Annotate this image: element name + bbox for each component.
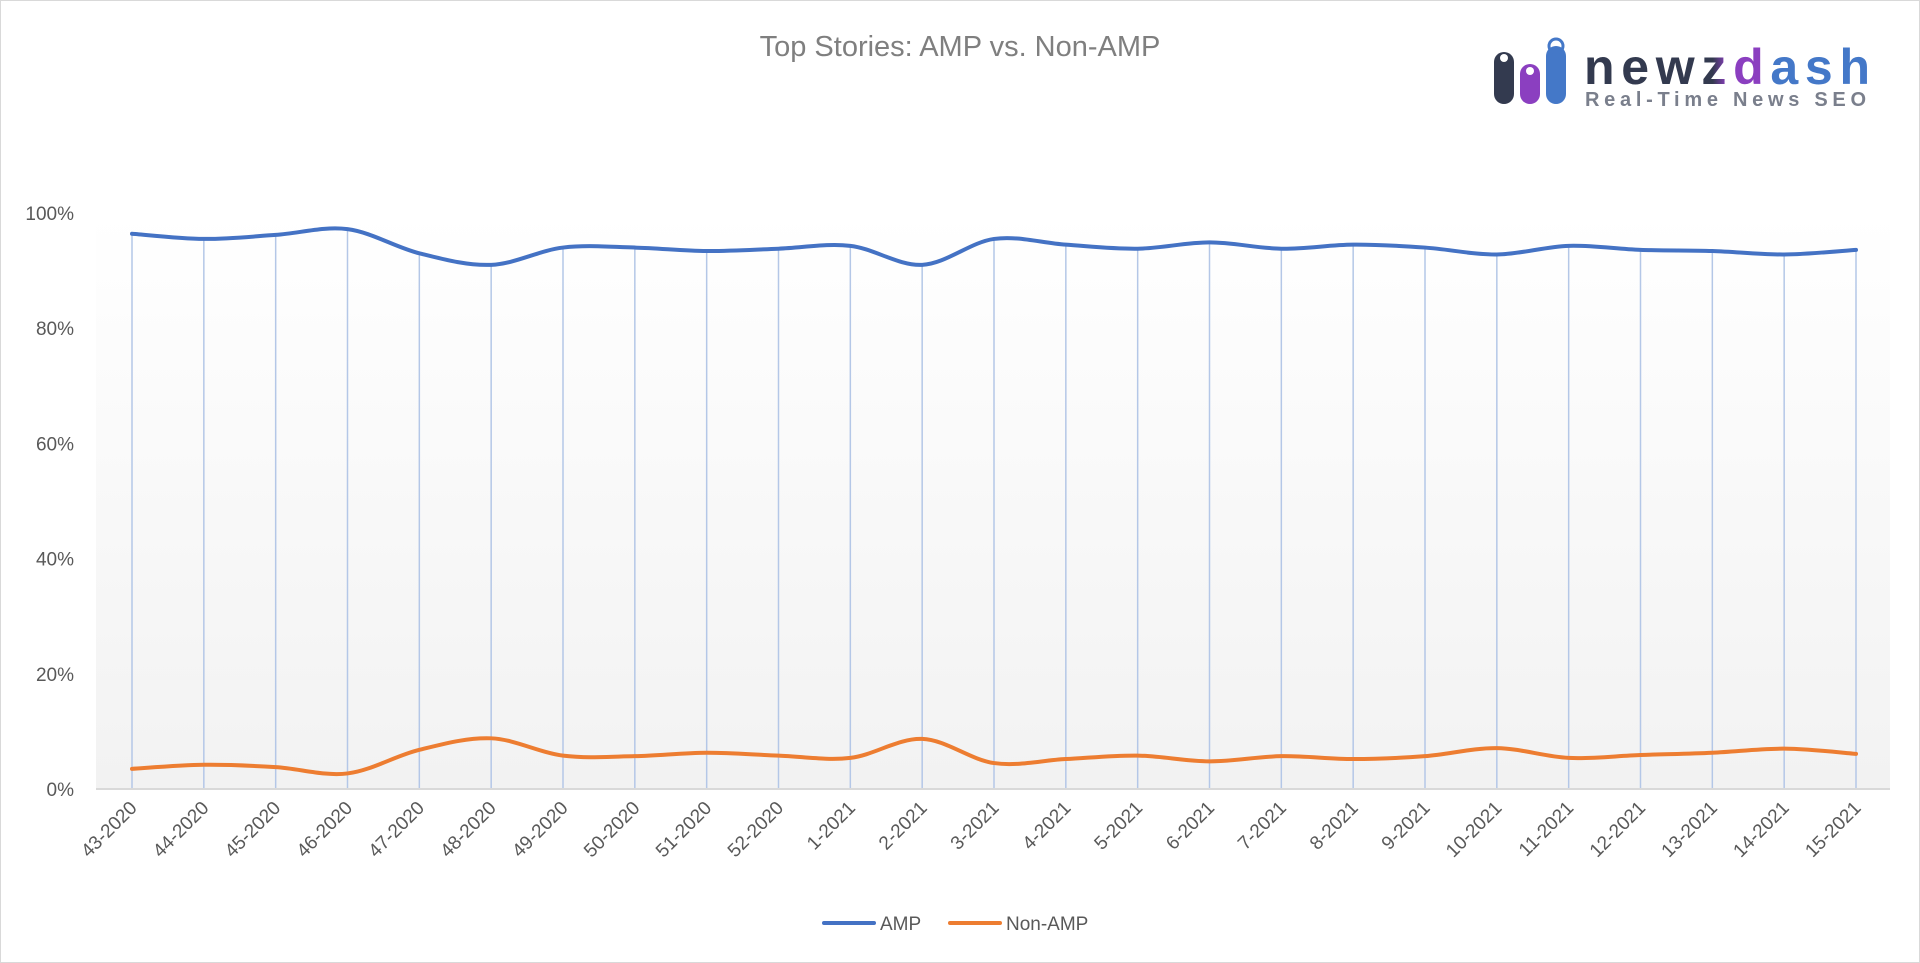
x-tick-label: 10-2021 [1442, 798, 1506, 862]
x-tick-label: 51-2020 [652, 798, 716, 862]
logo-bar-blue [1546, 46, 1566, 104]
x-tick-label: 5-2021 [1091, 798, 1148, 855]
x-tick-label: 7-2021 [1234, 798, 1291, 855]
x-tick-label: 15-2021 [1801, 798, 1865, 862]
y-tick-label: 40% [36, 550, 74, 571]
x-tick-label: 49-2020 [508, 798, 572, 862]
x-tick-label: 47-2020 [365, 798, 429, 862]
x-tick-label: 14-2021 [1730, 798, 1794, 862]
legend: AMP Non-AMP [822, 914, 1088, 935]
x-tick-label: 11-2021 [1515, 798, 1578, 861]
x-tick-label: 45-2020 [221, 798, 285, 862]
logo-bar-purple [1520, 64, 1540, 104]
x-tick-label: 46-2020 [293, 798, 357, 862]
legend-label-non-amp: Non-AMP [1006, 914, 1088, 935]
x-tick-label: 13-2021 [1658, 798, 1722, 862]
x-tick-label: 2-2021 [875, 798, 932, 855]
plot-area [96, 213, 1890, 789]
logo-wordmark: newzdash [1584, 39, 1870, 95]
y-tick-label: 20% [36, 665, 74, 686]
logo-tagline: Real-Time News SEO [1585, 89, 1869, 111]
chart-title: Top Stories: AMP vs. Non-AMP [760, 31, 1161, 63]
x-tick-label: 52-2020 [724, 798, 788, 862]
x-tick-label: 4-2021 [1019, 798, 1076, 855]
x-tick-label: 3-2021 [947, 798, 1004, 855]
x-tick-label: 8-2021 [1306, 798, 1363, 855]
y-tick-label: 0% [47, 780, 75, 801]
x-tick-label: 43-2020 [77, 798, 141, 862]
y-tick-label: 80% [36, 319, 74, 340]
x-tick-label: 48-2020 [437, 798, 501, 862]
x-tick-label: 9-2021 [1378, 798, 1435, 855]
legend-label-amp: AMP [880, 914, 921, 935]
x-tick-label: 1-2021 [803, 798, 860, 855]
y-tick-label: 60% [36, 434, 74, 455]
x-tick-label: 44-2020 [149, 798, 213, 862]
x-tick-label: 12-2021 [1586, 798, 1650, 862]
logo-bar-dark [1494, 52, 1514, 104]
y-tick-label: 100% [25, 204, 74, 225]
newzdash-logo: newzdash Real-Time News SEO [1494, 37, 1870, 111]
x-tick-label: 50-2020 [580, 798, 644, 862]
x-tick-label: 6-2021 [1162, 798, 1219, 855]
